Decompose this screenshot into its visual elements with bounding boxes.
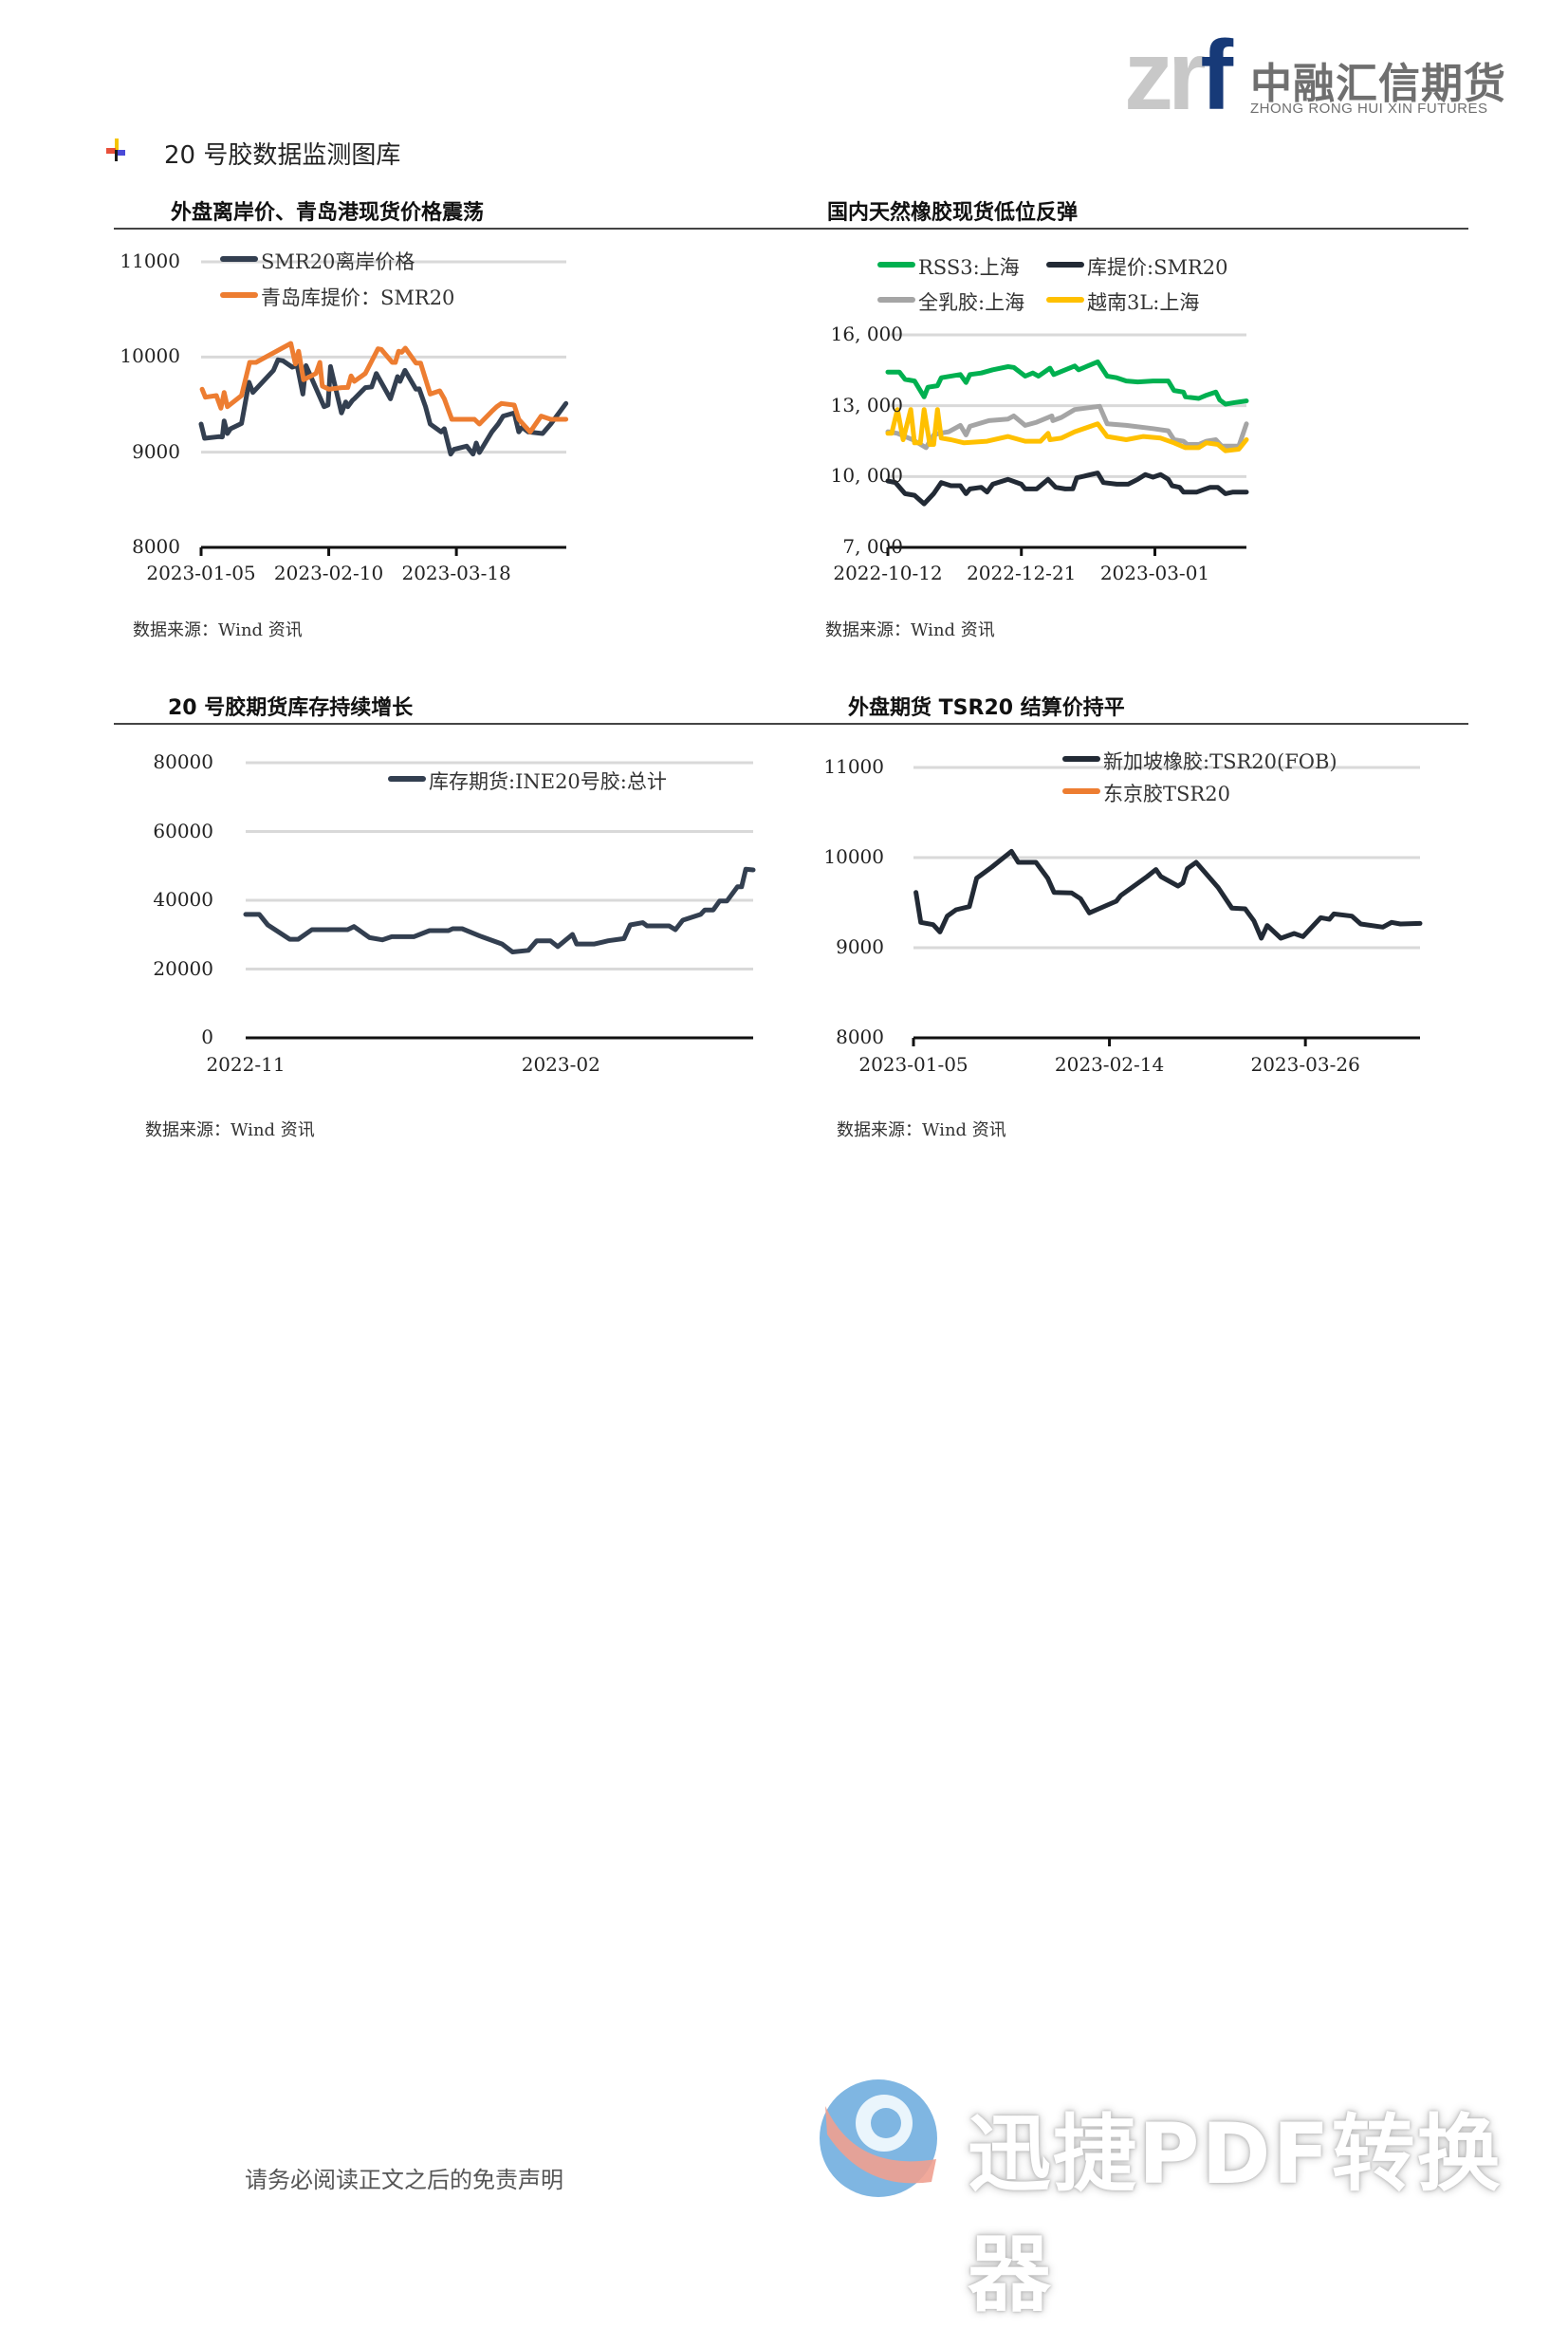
y-tick-label: 8000 bbox=[132, 535, 180, 558]
y-tick-label: 13, 000 bbox=[830, 393, 903, 416]
x-tick-label: 2022-12-21 bbox=[967, 562, 1077, 584]
legend-swatch bbox=[877, 297, 915, 303]
y-tick-label: 16, 000 bbox=[830, 323, 903, 345]
y-tick-label: 9000 bbox=[836, 935, 884, 958]
legend-label: 越南3L:上海 bbox=[1087, 291, 1200, 314]
legend-swatch bbox=[388, 776, 426, 782]
x-tick-label: 2023-03-18 bbox=[401, 562, 511, 584]
series-line-0 bbox=[885, 359, 1249, 407]
y-tick-label: 0 bbox=[201, 1025, 213, 1048]
chart-plot bbox=[885, 333, 1249, 556]
company-logo-english: ZHONG RONG HUI XIN FUTURES bbox=[1250, 101, 1488, 117]
series-line-2 bbox=[885, 403, 1249, 451]
chart-plot bbox=[243, 761, 756, 1040]
series-line-1 bbox=[885, 471, 1249, 507]
legend-label: 全乳胶:上海 bbox=[918, 291, 1025, 314]
y-tick-label: 80000 bbox=[153, 750, 213, 773]
y-tick-label: 7, 000 bbox=[842, 535, 903, 558]
section-title: 20 号胶数据监测图库 bbox=[164, 141, 401, 170]
series-line-0 bbox=[198, 357, 569, 457]
chart-source-note: 数据来源：Wind 资讯 bbox=[837, 1120, 1006, 1140]
legend-label: 东京胶TSR20 bbox=[1103, 783, 1230, 805]
legend-swatch bbox=[1062, 788, 1100, 794]
watermark-logo-icon bbox=[820, 2079, 937, 2197]
legend-swatch bbox=[220, 292, 258, 298]
chart-source-note: 数据来源：Wind 资讯 bbox=[825, 620, 995, 640]
chart-title: 外盘期货 TSR20 结算价持平 bbox=[848, 696, 1125, 720]
y-tick-label: 10, 000 bbox=[830, 464, 903, 488]
legend-label: RSS3:上海 bbox=[918, 256, 1020, 279]
chart-title-rule bbox=[114, 723, 791, 725]
y-tick-label: 60000 bbox=[153, 819, 213, 842]
x-tick-label: 2023-01-05 bbox=[858, 1053, 968, 1076]
chart-plot bbox=[912, 766, 1423, 1046]
chart-title: 20 号胶期货库存持续增长 bbox=[168, 696, 414, 720]
x-tick-label: 2023-02 bbox=[521, 1053, 600, 1076]
y-tick-label: 11000 bbox=[823, 755, 884, 778]
series-line-1 bbox=[199, 341, 569, 434]
chart-title-rule bbox=[791, 228, 1468, 230]
x-tick-label: 2022-11 bbox=[206, 1053, 286, 1076]
y-tick-label: 20000 bbox=[153, 956, 213, 980]
y-tick-label: 10000 bbox=[823, 845, 884, 868]
legend-label: 青岛库提价：SMR20 bbox=[261, 286, 455, 309]
x-tick-label: 2023-02-10 bbox=[273, 562, 384, 584]
section-bullet-icon bbox=[106, 139, 125, 161]
watermark-text: 迅捷PDF转换器 bbox=[968, 2105, 1503, 2323]
chart-plot bbox=[198, 260, 569, 556]
company-logo-name: 中融汇信期货 bbox=[1250, 60, 1506, 108]
legend-swatch bbox=[877, 262, 915, 268]
chart-title: 国内天然橡胶现货低位反弹 bbox=[827, 201, 1079, 225]
x-tick-label: 2023-03-26 bbox=[1250, 1053, 1360, 1076]
legend-swatch bbox=[1062, 756, 1100, 762]
disclaimer-text: 请务必阅读正文之后的免责声明 bbox=[245, 2167, 563, 2193]
x-tick-label: 2022-10-12 bbox=[833, 562, 943, 584]
legend-label: 库提价:SMR20 bbox=[1087, 256, 1228, 279]
series-line-0 bbox=[243, 866, 756, 954]
company-logo-mark: zrf bbox=[1124, 21, 1233, 131]
chart-source-note: 数据来源：Wind 资讯 bbox=[133, 620, 303, 640]
legend-swatch bbox=[220, 256, 258, 262]
legend-label: 新加坡橡胶:TSR20(FOB) bbox=[1103, 750, 1337, 773]
series-line-3 bbox=[885, 407, 1249, 453]
x-tick-label: 2023-01-05 bbox=[146, 562, 256, 584]
y-tick-label: 8000 bbox=[836, 1025, 884, 1048]
y-tick-label: 10000 bbox=[120, 344, 180, 368]
y-tick-label: 11000 bbox=[120, 249, 180, 272]
legend-label: 库存期货:INE20号胶:总计 bbox=[429, 770, 667, 793]
series-line-0 bbox=[913, 848, 1423, 941]
legend-swatch bbox=[1046, 262, 1084, 268]
chart-title-rule bbox=[791, 723, 1468, 725]
chart-title-rule bbox=[114, 228, 791, 230]
legend-label: SMR20离岸价格 bbox=[261, 250, 415, 273]
x-tick-label: 2023-02-14 bbox=[1054, 1053, 1165, 1076]
chart-title: 外盘离岸价、青岛港现货价格震荡 bbox=[171, 201, 485, 225]
x-tick-label: 2023-03-01 bbox=[1099, 562, 1210, 584]
legend-swatch bbox=[1046, 297, 1084, 303]
y-tick-label: 40000 bbox=[153, 888, 213, 911]
chart-source-note: 数据来源：Wind 资讯 bbox=[145, 1120, 315, 1140]
y-tick-label: 9000 bbox=[132, 439, 180, 463]
